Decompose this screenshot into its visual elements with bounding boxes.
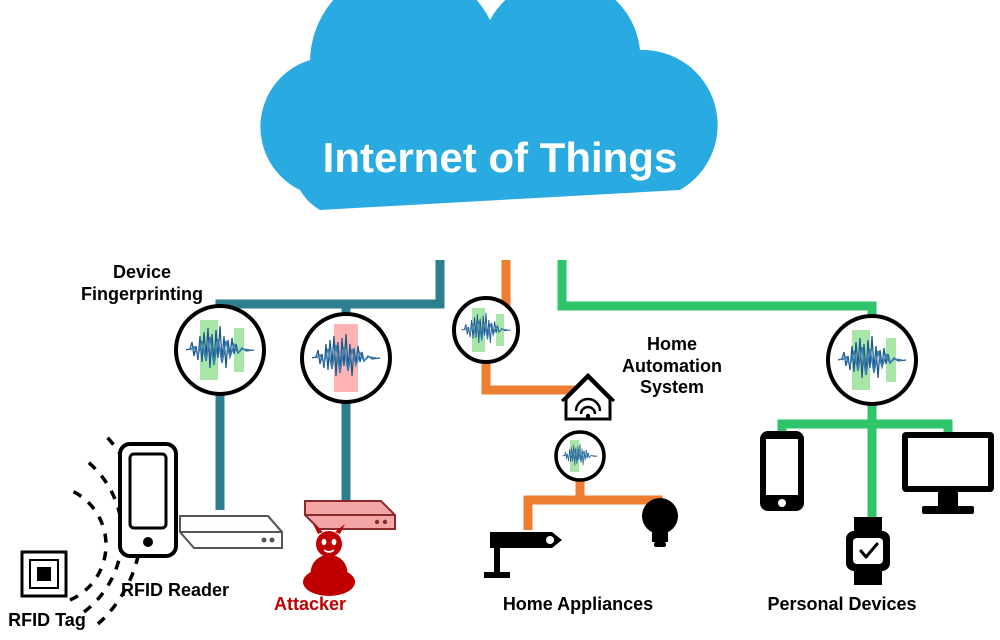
bulb-icon <box>642 498 678 547</box>
fingerprint-node-right <box>302 314 390 402</box>
label-device-fingerprinting: Device Fingerprinting <box>72 262 212 305</box>
label-home-appliances: Home Appliances <box>498 594 658 616</box>
rfid-tag-icon <box>22 552 66 596</box>
label-home-automation: Home Automation System <box>618 334 726 399</box>
label-ha-3: System <box>640 377 704 397</box>
label-line1: Device <box>113 262 171 282</box>
fingerprint-node-home <box>454 298 518 362</box>
label-rfid-tag: RFID Tag <box>2 610 92 632</box>
white-box-icon <box>180 516 282 548</box>
camera-icon <box>484 532 562 578</box>
label-ha-2: Automation <box>622 356 722 376</box>
attacker-icon <box>303 524 355 596</box>
label-rfid-reader: RFID Reader <box>118 580 232 602</box>
phone-icon <box>760 431 804 511</box>
cloud: Internet of Things <box>260 0 717 210</box>
watch-icon <box>846 517 890 585</box>
label-line2: Fingerprinting <box>81 284 203 304</box>
house-icon <box>562 375 614 419</box>
pink-box-icon <box>305 501 395 529</box>
rfid-reader-icon <box>120 444 176 556</box>
label-attacker: Attacker <box>270 594 350 616</box>
fingerprint-node-personal <box>828 316 916 404</box>
label-ha-1: Home <box>647 334 697 354</box>
diagram-canvas: Internet of Things <box>0 0 1000 640</box>
monitor-icon <box>902 432 994 514</box>
diagram-svg: Internet of Things <box>0 0 1000 640</box>
cloud-title: Internet of Things <box>323 134 678 181</box>
fingerprint-node-sub <box>556 432 604 480</box>
label-personal-devices: Personal Devices <box>762 594 922 616</box>
fingerprint-node-left <box>176 306 264 394</box>
